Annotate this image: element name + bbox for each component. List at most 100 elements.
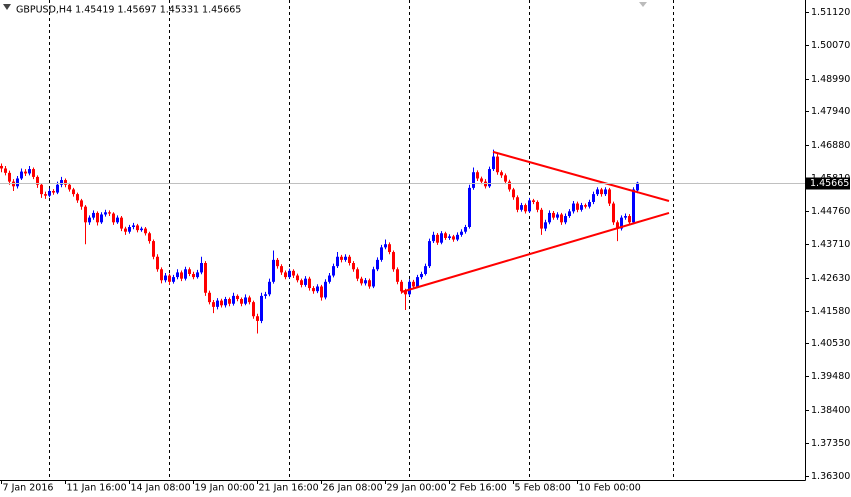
candle-body — [592, 194, 595, 202]
candle-body — [148, 233, 151, 242]
candle-body — [108, 212, 111, 214]
candle-body — [84, 206, 87, 223]
candle-body — [540, 209, 543, 229]
candle-body — [76, 194, 79, 201]
candle-body — [460, 231, 463, 235]
candle-body — [208, 292, 211, 303]
candle-body — [112, 213, 115, 223]
candle-body — [440, 233, 443, 243]
candle-body — [360, 278, 363, 284]
candle-body — [44, 194, 47, 196]
candle-body — [52, 190, 55, 193]
candle-body — [472, 172, 475, 188]
candle-body — [452, 236, 455, 240]
candle-body — [428, 241, 431, 267]
candle-body — [568, 211, 571, 217]
candle-body — [60, 180, 63, 185]
candle-body — [620, 217, 623, 229]
candle-body — [600, 189, 603, 195]
candle-body — [200, 263, 203, 273]
candle-body — [560, 214, 563, 223]
x-tick-label: 21 Jan 16:00 — [259, 483, 319, 494]
candle-body — [120, 217, 123, 229]
candle-body — [168, 275, 171, 282]
trendline — [492, 150, 670, 202]
y-tick-label: 1.46880 — [811, 140, 850, 151]
candle-body — [32, 169, 35, 177]
candle-body — [348, 256, 351, 264]
y-tick-label: 1.51120 — [811, 7, 850, 18]
candle-body — [128, 227, 131, 232]
candle-body — [556, 214, 559, 218]
candle-body — [328, 275, 331, 282]
candle-body — [304, 278, 307, 285]
candle-body — [628, 216, 631, 223]
candle-body — [456, 234, 459, 240]
candle-body — [408, 281, 411, 295]
candle-body — [260, 295, 263, 321]
candle-body — [380, 247, 383, 260]
candle-body — [236, 295, 239, 300]
candle-body — [268, 281, 271, 295]
candle-body — [224, 299, 227, 306]
candle-body — [528, 200, 531, 212]
candle-body — [564, 216, 567, 223]
candle-body — [392, 252, 395, 270]
candle-body — [296, 275, 299, 281]
candle-body — [152, 241, 155, 257]
candle-body — [444, 233, 447, 238]
y-tick-label: 1.41580 — [811, 306, 850, 317]
candle-body — [520, 205, 523, 210]
candle-body — [20, 171, 23, 179]
candle-body — [596, 189, 599, 195]
candle-body — [436, 234, 439, 243]
candle-body — [144, 228, 147, 234]
chart-title: GBPUSD,H4 1.45419 1.45697 1.45331 1.4566… — [16, 5, 241, 16]
candle-body — [192, 273, 195, 278]
candle-body — [220, 300, 223, 306]
candle-body — [212, 302, 215, 307]
x-tick-label: 2 Feb 16:00 — [451, 483, 507, 494]
price-label: 1.45665 — [810, 178, 849, 189]
candle-body — [292, 270, 295, 276]
candle-body — [288, 270, 291, 278]
candle-body — [400, 281, 403, 292]
candle-body — [612, 203, 615, 223]
y-tick-label: 1.47940 — [811, 106, 850, 117]
x-tick-label: 19 Jan 00:00 — [195, 483, 255, 494]
y-tick-label: 1.44760 — [811, 206, 850, 217]
x-tick-label: 29 Jan 00:00 — [387, 483, 447, 494]
y-tick-label: 1.42630 — [811, 273, 850, 284]
candle-body — [516, 197, 519, 210]
candle-body — [364, 280, 367, 284]
price-label-box — [806, 177, 850, 190]
candle-body — [48, 190, 51, 196]
candle-body — [0, 165, 3, 169]
candle-body — [116, 217, 119, 223]
y-tick-label: 1.37350 — [811, 438, 850, 449]
y-tick-label: 1.43710 — [811, 239, 850, 250]
candle-body — [332, 266, 335, 276]
candle-body — [448, 236, 451, 238]
candle-body — [580, 205, 583, 210]
candle-body — [252, 302, 255, 317]
candle-body — [308, 278, 311, 289]
candle-body — [420, 273, 423, 278]
y-tick-label: 1.48990 — [811, 74, 850, 85]
candle-body — [244, 297, 247, 304]
candle-body — [16, 178, 19, 187]
candle-body — [552, 212, 555, 218]
candle-body — [376, 259, 379, 270]
trendline — [400, 211, 670, 294]
candle-body — [312, 288, 315, 292]
candle-body — [608, 189, 611, 204]
chart-icon — [3, 4, 11, 10]
candle-body — [204, 263, 207, 293]
candle-body — [424, 266, 427, 274]
candle-body — [548, 212, 551, 223]
candle-body — [132, 225, 135, 228]
candle-body — [56, 184, 59, 193]
candle-body — [4, 168, 7, 173]
candle-body — [616, 222, 619, 229]
